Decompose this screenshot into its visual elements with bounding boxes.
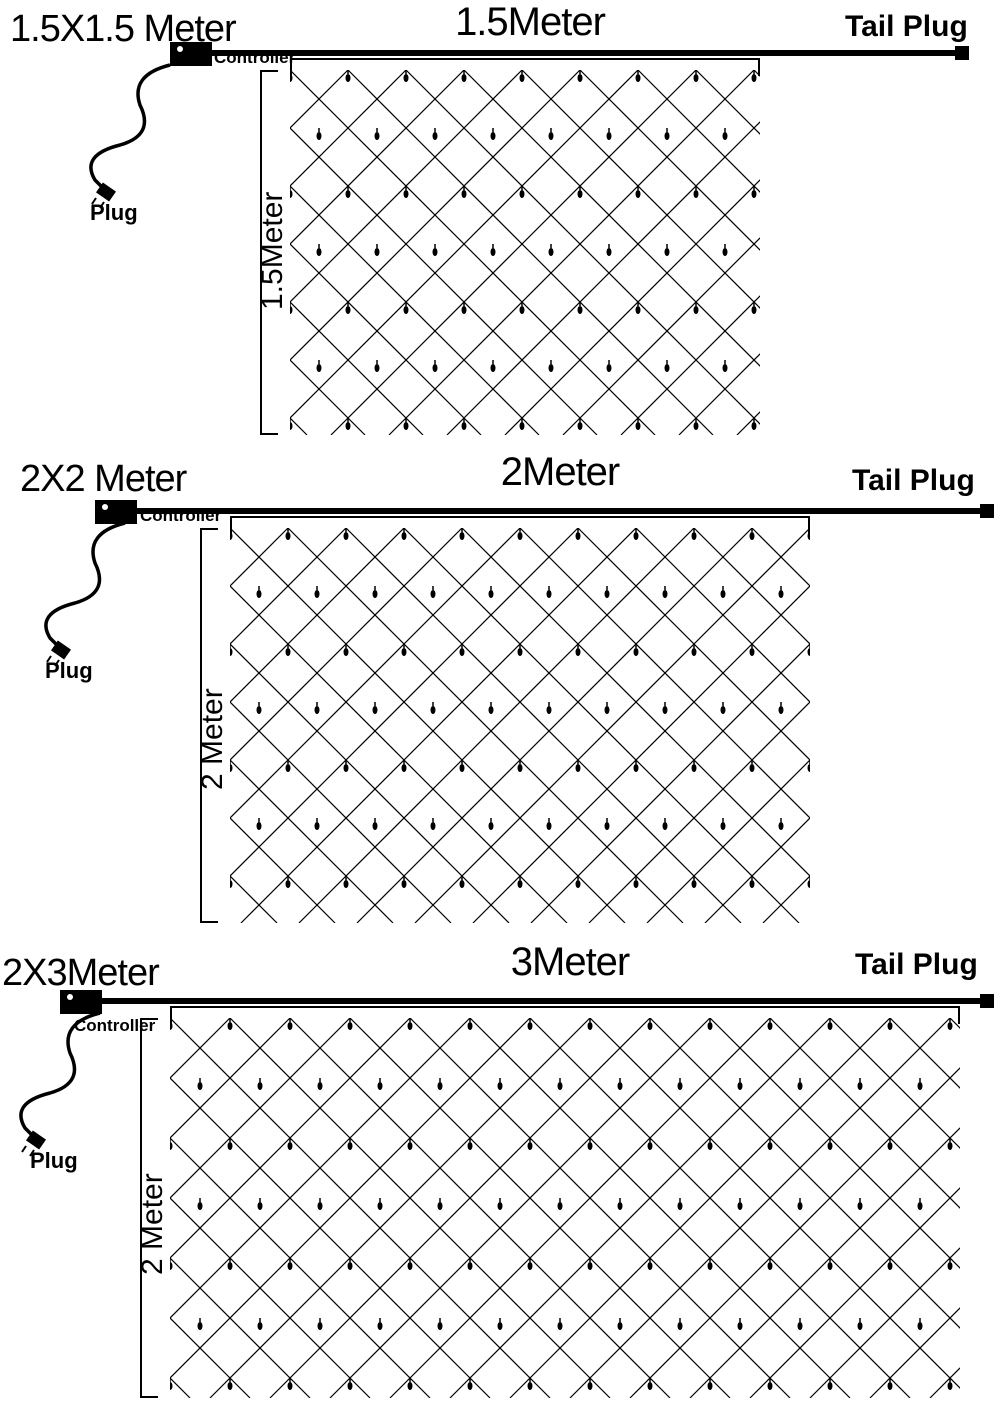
- height-label: 1.5Meter: [256, 192, 290, 310]
- plug-wire-icon: [0, 1008, 120, 1168]
- plug-label: Plug: [90, 200, 138, 226]
- size-title: 2X2 Meter: [20, 458, 186, 501]
- plug-label: Plug: [30, 1148, 78, 1174]
- tail-plug-label: Tail Plug: [855, 948, 978, 982]
- plug-wire-icon: [70, 60, 190, 220]
- mesh-net: [230, 528, 810, 923]
- tail-plug-icon: [980, 994, 994, 1008]
- mesh-net: [290, 70, 760, 435]
- tail-plug-label: Tail Plug: [845, 10, 968, 44]
- tail-plug-icon: [980, 504, 994, 518]
- top-bar: [102, 998, 987, 1004]
- height-label: 2 Meter: [196, 688, 230, 790]
- width-label: 1.5Meter: [330, 0, 730, 45]
- mesh-net: [170, 1018, 960, 1398]
- diagram-2: 2X2 Meter 2Meter Tail Plug Controller Pl…: [0, 450, 1000, 940]
- tail-plug-icon: [955, 46, 969, 60]
- diagram-1: 1.5X1.5 Meter 1.5Meter Tail Plug Control…: [0, 0, 1000, 450]
- width-label: 3Meter: [370, 940, 770, 985]
- plug-wire-icon: [25, 518, 145, 678]
- size-title: 2X3Meter: [2, 952, 159, 995]
- top-bar: [212, 50, 962, 56]
- top-bar: [137, 508, 987, 514]
- width-label: 2Meter: [360, 450, 760, 495]
- plug-label: Plug: [45, 658, 93, 684]
- tail-plug-label: Tail Plug: [852, 464, 975, 498]
- diagram-3: 2X3Meter 3Meter Tail Plug Controller Plu…: [0, 940, 1000, 1410]
- height-label: 2 Meter: [136, 1173, 170, 1275]
